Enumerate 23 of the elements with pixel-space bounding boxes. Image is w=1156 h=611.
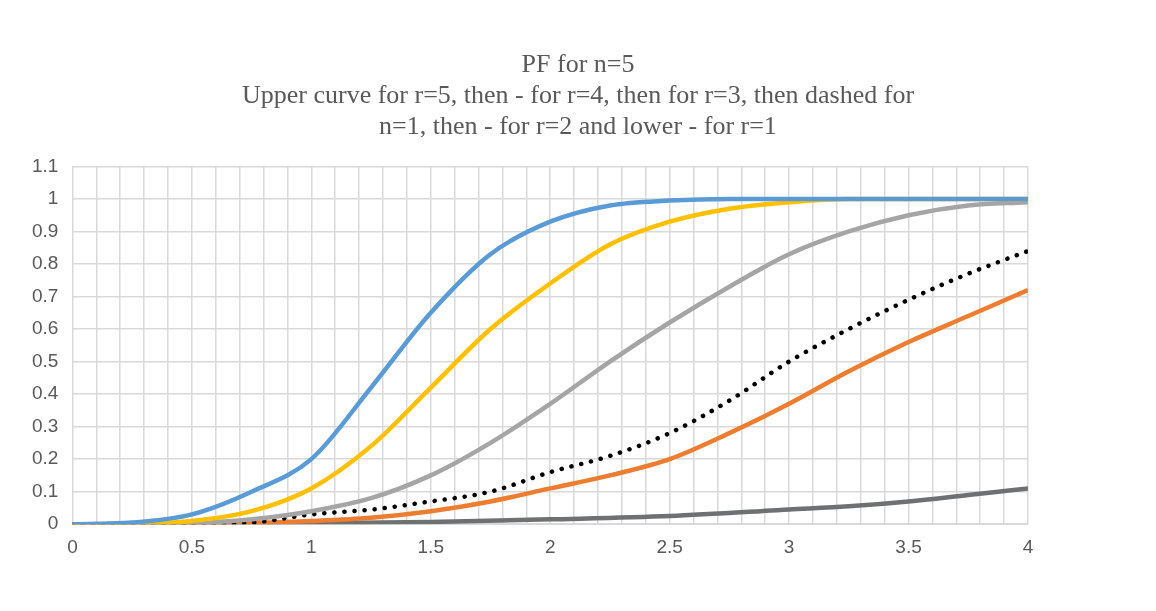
y-tick-label: 0.7 [31, 284, 59, 306]
y-tick-label: 0 [47, 512, 59, 534]
y-tick-label: 1.1 [31, 154, 59, 176]
y-tick-label: 0.5 [31, 349, 59, 371]
chart-title: PF for n=5 [520, 48, 636, 79]
x-tick-label: 2 [544, 535, 556, 557]
y-tick-label: 0.4 [31, 382, 59, 404]
y-tick-label: 0.6 [31, 317, 59, 339]
x-tick-label: 3 [783, 535, 795, 557]
y-tick-label: 0.9 [31, 219, 59, 241]
x-tick-label: 0.5 [178, 535, 206, 557]
x-tick-label: 0 [67, 535, 78, 557]
chart-subtitle: Upper curve for r=5, then - for r=4, then for r=3, then dashed for n=1, then - for r=2 and lower - for r=1 [240, 79, 916, 141]
y-tick-label: 0.8 [31, 252, 59, 274]
y-tick-label: 0.1 [31, 479, 59, 501]
y-tick-label: 1 [47, 187, 59, 209]
x-tick-label: 3.5 [895, 535, 922, 557]
y-tick-label: 0.2 [31, 447, 59, 469]
y-tick-label: 0.3 [31, 414, 59, 436]
x-tick-label: 4 [1022, 535, 1034, 557]
x-tick-label: 1.5 [417, 535, 444, 557]
x-tick-label: 1 [306, 535, 317, 557]
x-tick-label: 2.5 [656, 535, 683, 557]
